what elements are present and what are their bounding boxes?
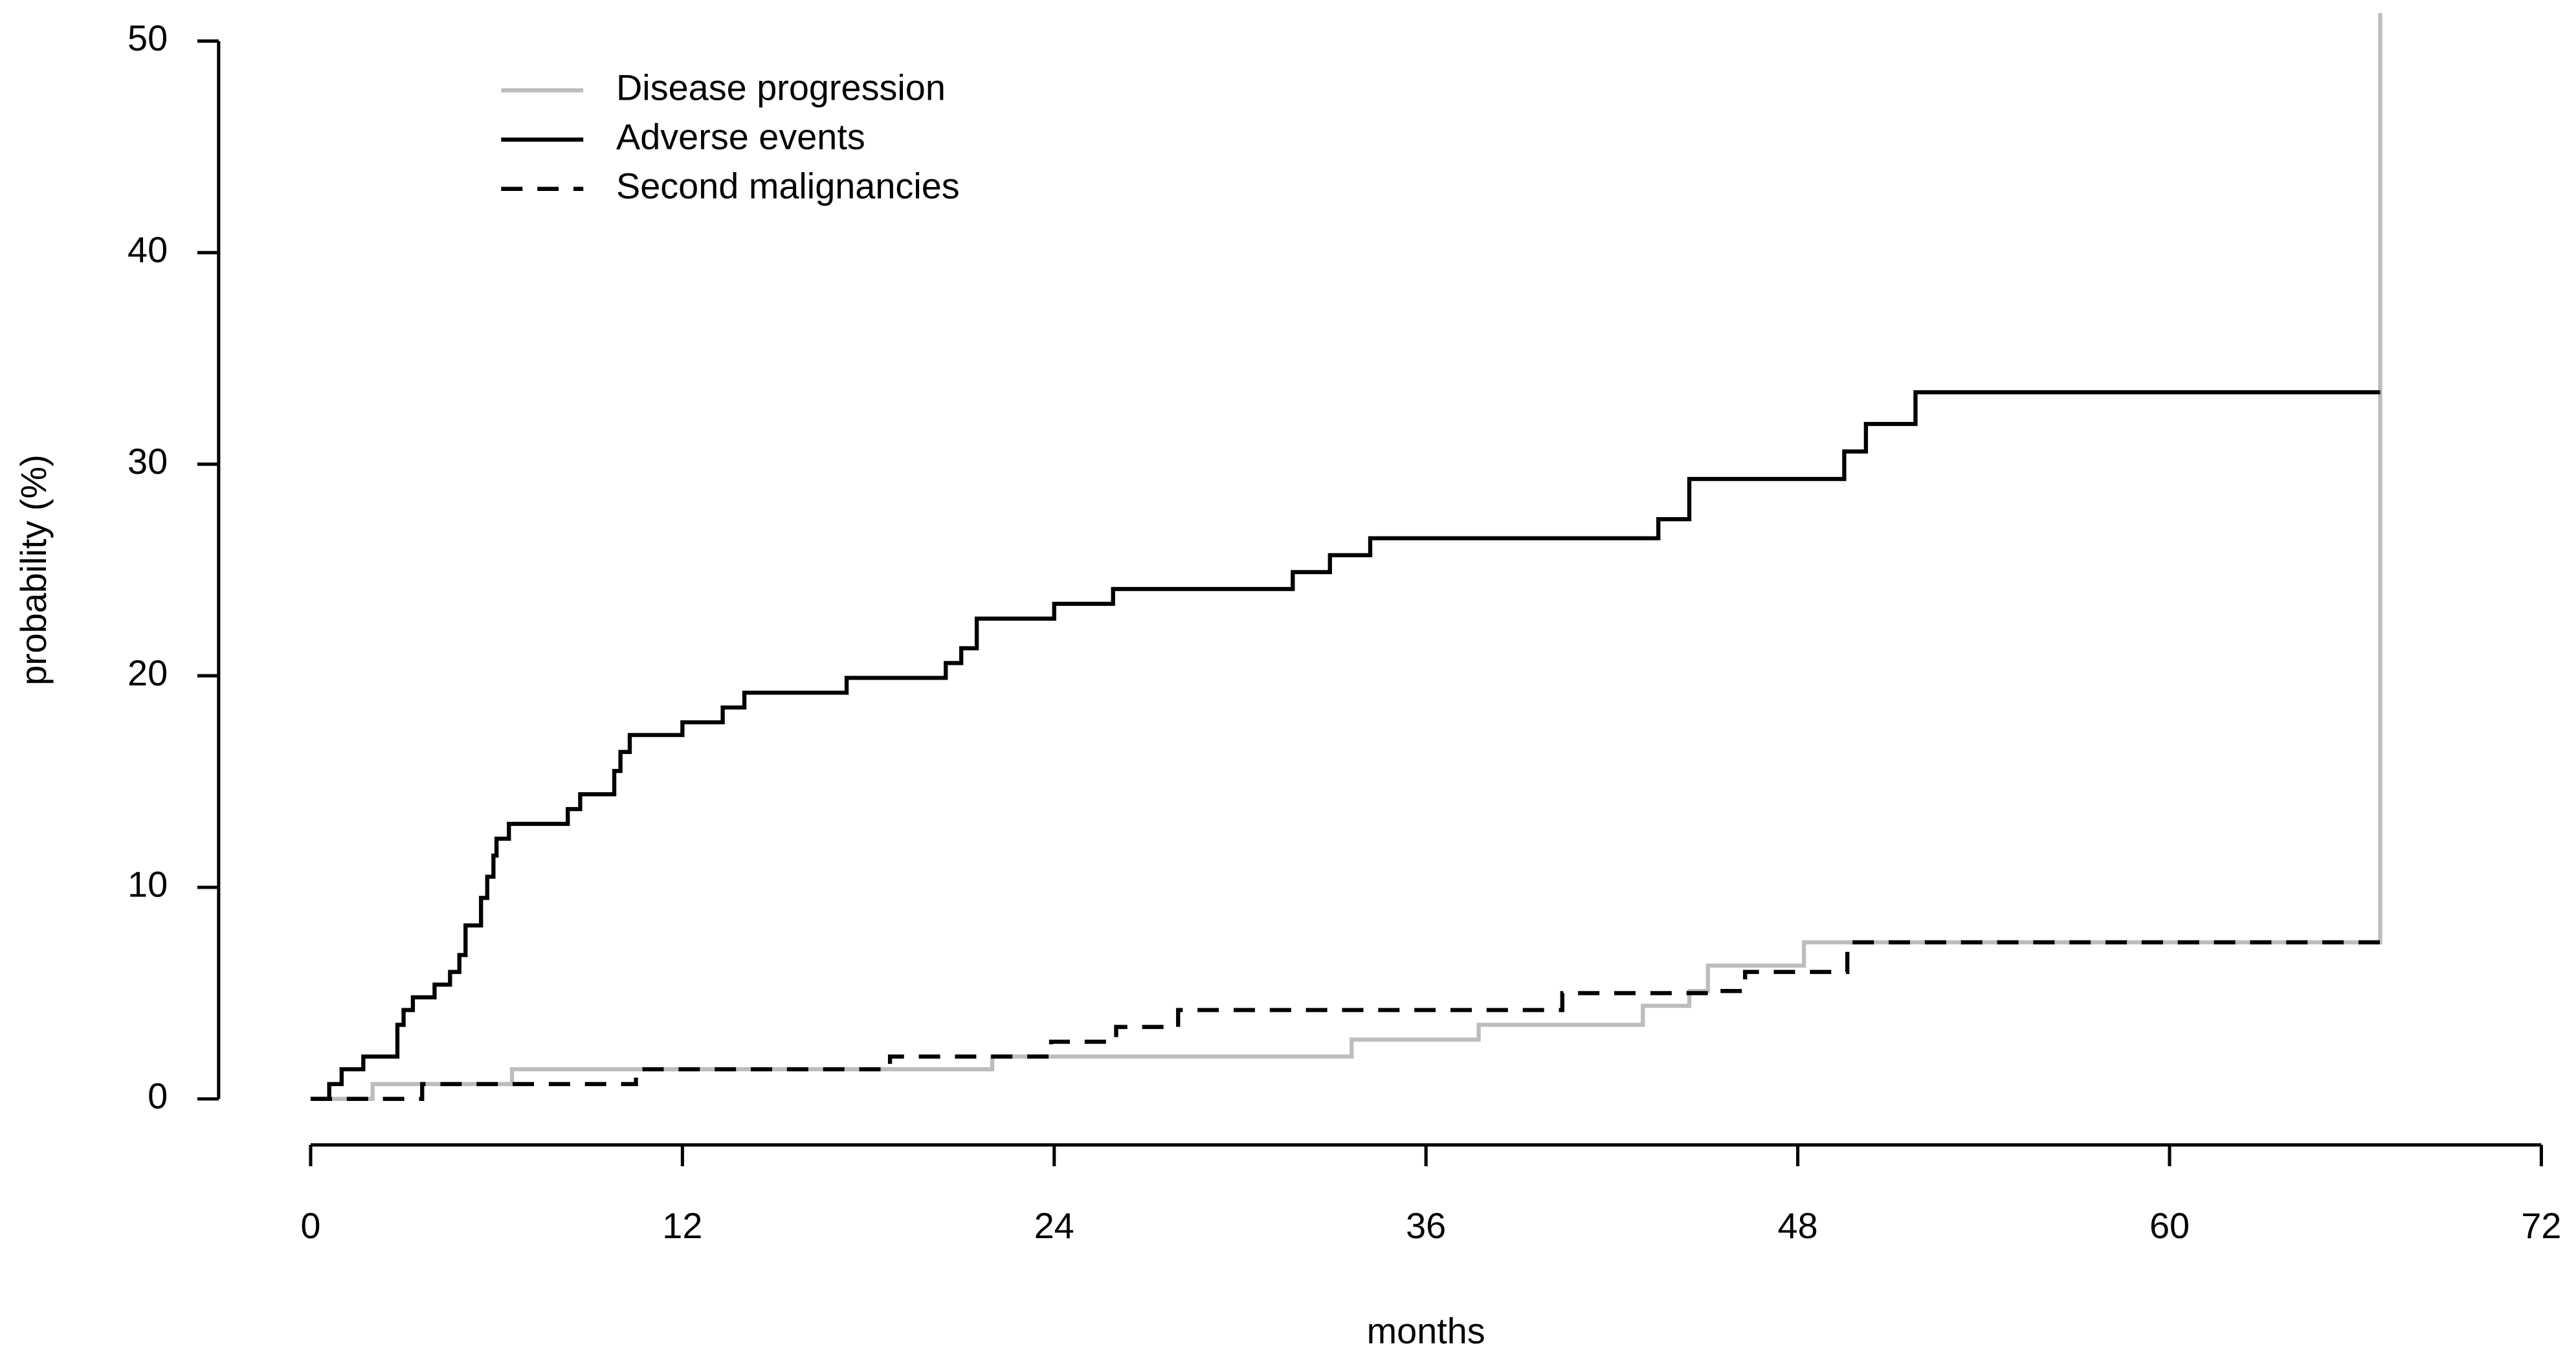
x-tick-label: 36 xyxy=(1406,1205,1446,1246)
y-tick-label: 30 xyxy=(128,441,168,482)
y-axis-label: probability (%) xyxy=(13,454,54,685)
legend-label: Disease progression xyxy=(616,67,946,107)
x-tick-label: 60 xyxy=(2149,1205,2190,1246)
series-line xyxy=(310,940,2381,1102)
x-tick-label: 72 xyxy=(2521,1205,2561,1246)
y-tick-label: 50 xyxy=(128,17,168,58)
x-tick-label: 12 xyxy=(662,1205,702,1246)
series-line xyxy=(310,13,2382,1102)
y-tick-label: 20 xyxy=(128,652,168,693)
x-axis-label: months xyxy=(1367,1311,1485,1351)
y-tick-label: 10 xyxy=(128,864,168,905)
x-tick-label: 48 xyxy=(1778,1205,1818,1246)
y-tick-label: 0 xyxy=(148,1076,168,1116)
legend-label: Adverse events xyxy=(616,116,865,157)
x-tick-label: 24 xyxy=(1034,1205,1074,1246)
x-tick-label: 0 xyxy=(300,1205,320,1246)
y-tick-label: 40 xyxy=(128,229,168,270)
plot-area xyxy=(310,13,2382,1102)
legend-label: Second malignancies xyxy=(616,166,960,206)
series-line xyxy=(310,390,2381,1102)
